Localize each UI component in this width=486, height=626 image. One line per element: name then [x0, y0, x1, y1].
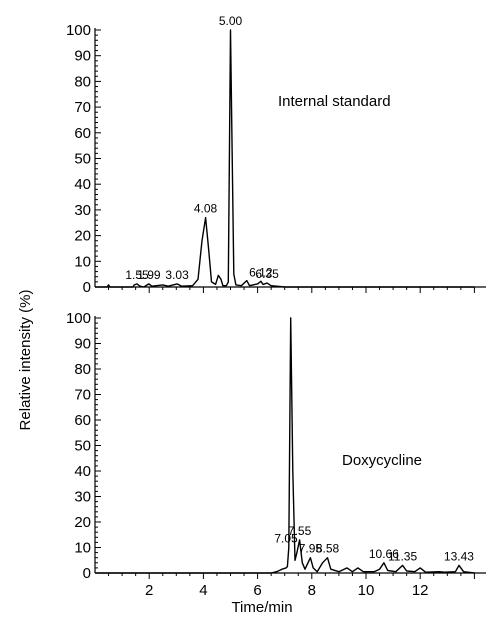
x-tick-label: 6 — [253, 582, 261, 599]
panel-label: Doxycycline — [342, 452, 422, 469]
y-tick-label: 40 — [74, 463, 91, 480]
x-tick-label: 12 — [412, 582, 429, 599]
y-tick-label: 10 — [74, 540, 91, 557]
panel-label: Internal standard — [278, 93, 391, 110]
y-tick-label: 20 — [74, 228, 91, 245]
y-tick-label: 80 — [74, 361, 91, 378]
y-tick-label: 0 — [83, 279, 91, 296]
doxycycline-panel: 0 10 20 30 40 50 60 70 80 90 100 2 4 6 8 10 12 7.057.55 7.… — [66, 310, 486, 599]
peak-label: 8.58 — [316, 542, 340, 556]
y-tick-label: 60 — [74, 412, 91, 429]
x-tick-label: 10 — [358, 582, 375, 599]
y-tick-label: 40 — [74, 176, 91, 193]
y-axis-label: Relative intensity (%) — [17, 290, 34, 431]
peak-label: 13.43 — [444, 549, 474, 563]
peak-label: 1.55 — [125, 268, 149, 282]
x-tick-label: 4 — [199, 582, 207, 599]
internal-standard-panel: 0 10 20 30 40 50 60 70 80 90 100 1.551.99 3.03 4.08 5.… — [66, 14, 486, 296]
y-tick-label: 80 — [74, 73, 91, 90]
peak-label: 6.35 — [255, 267, 279, 281]
peak-label: 7.05 — [274, 532, 298, 546]
y-tick-label: 90 — [74, 48, 91, 65]
peak-label: 7.95 — [299, 542, 323, 556]
peak-label: 4.08 — [194, 202, 218, 216]
y-tick-label: 100 — [66, 310, 91, 327]
peak-label: 7.55 — [288, 524, 312, 538]
y-tick-label: 50 — [74, 438, 91, 455]
y-tick-label: 30 — [74, 202, 91, 219]
peak-label: 10.66 — [369, 547, 399, 561]
y-tick-label: 60 — [74, 125, 91, 142]
y-tick-label: 70 — [74, 387, 91, 404]
y-tick-label: 70 — [74, 99, 91, 116]
peak-label: 6.12 — [249, 265, 273, 279]
y-tick-label: 90 — [74, 336, 91, 353]
y-tick-label: 30 — [74, 489, 91, 506]
peak-label: 1.99 — [137, 268, 161, 282]
y-tick-label: 20 — [74, 514, 91, 531]
y-tick-label: 100 — [66, 22, 91, 39]
chromatogram-trace — [95, 317, 475, 574]
chromatogram-trace — [95, 29, 475, 288]
peak-label: 5.00 — [219, 14, 243, 28]
x-axis-label: Time/min — [231, 599, 292, 616]
x-tick-label: 8 — [308, 582, 316, 599]
peak-label: 3.03 — [165, 268, 189, 282]
x-tick-label: 2 — [145, 582, 153, 599]
y-tick-label: 50 — [74, 151, 91, 168]
y-tick-label: 0 — [83, 565, 91, 582]
peak-label: 11.35 — [388, 549, 417, 563]
y-tick-label: 10 — [74, 253, 91, 270]
